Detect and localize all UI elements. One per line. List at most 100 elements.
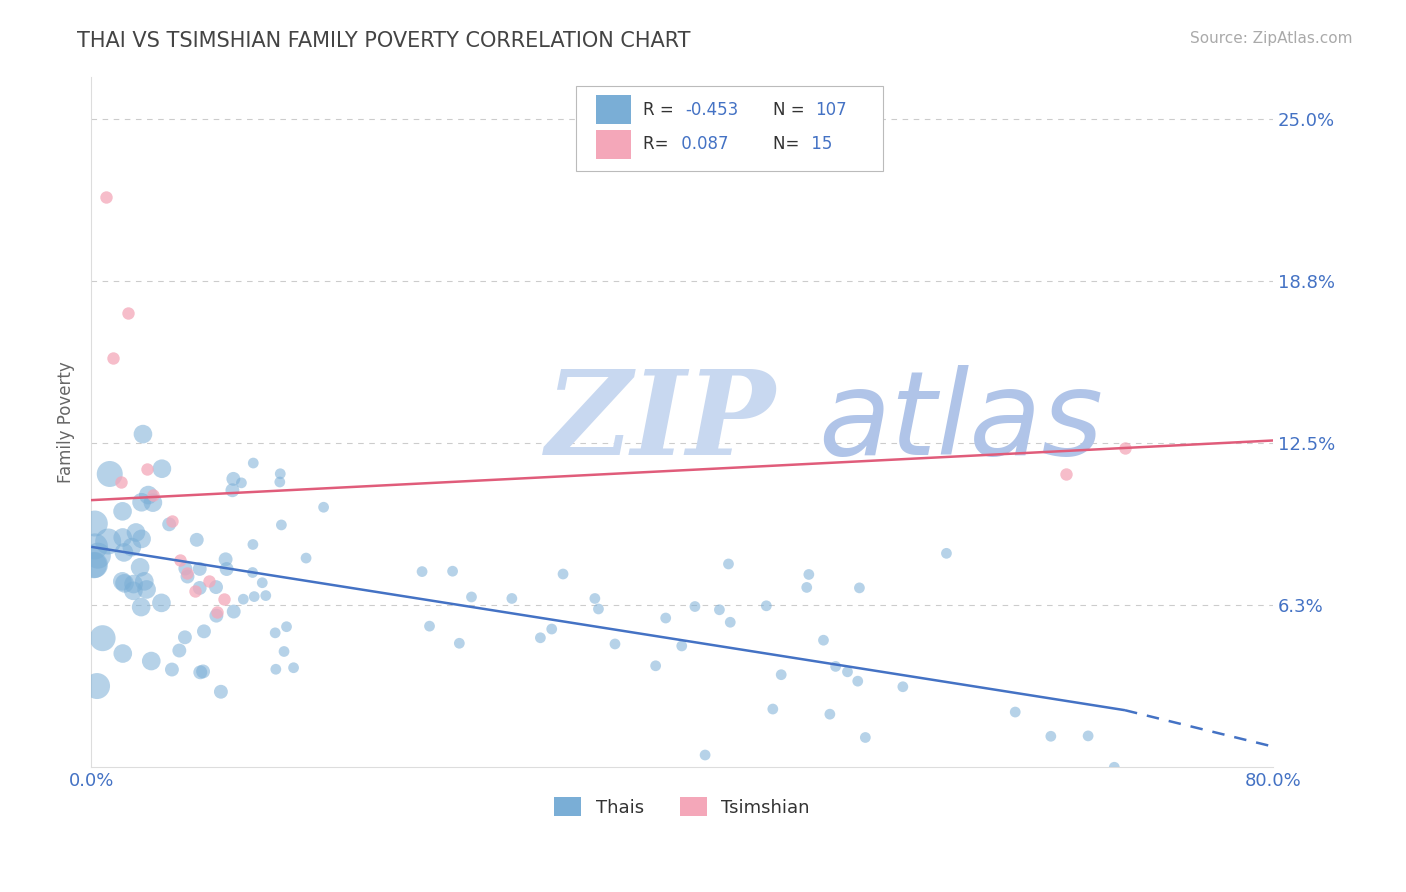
Point [150, 596, 173, 610]
Point [1039, 729, 1062, 743]
Point [157, 517, 180, 532]
Point [214, 552, 236, 566]
Point [209, 685, 232, 699]
Point [176, 569, 198, 583]
Point [654, 611, 676, 625]
Point [183, 583, 205, 598]
Point [205, 605, 228, 619]
Point [762, 702, 785, 716]
Point [125, 525, 148, 540]
Text: THAI VS TSIMSHIAN FAMILY POVERTY CORRELATION CHART: THAI VS TSIMSHIAN FAMILY POVERTY CORRELA… [77, 31, 690, 51]
Point [588, 602, 610, 616]
Point [837, 665, 859, 679]
Point [129, 600, 152, 615]
Text: 15: 15 [806, 136, 832, 153]
Point [1077, 729, 1099, 743]
Text: N =: N = [773, 101, 810, 119]
Point [270, 517, 292, 532]
Point [441, 564, 464, 578]
Point [242, 456, 264, 470]
Point [111, 531, 134, 545]
Point [176, 566, 198, 580]
Text: 0.087: 0.087 [676, 136, 728, 153]
Point [169, 553, 191, 567]
Point [1104, 760, 1126, 774]
Point [188, 562, 211, 576]
Point [312, 500, 335, 515]
Text: atlas: atlas [818, 366, 1102, 479]
Point [1114, 442, 1136, 456]
Point [269, 467, 291, 481]
Point [122, 577, 145, 591]
Point [83, 516, 105, 531]
Point [97, 534, 120, 549]
Point [232, 592, 254, 607]
Text: 107: 107 [815, 101, 846, 119]
Point [188, 665, 211, 680]
Point [198, 574, 221, 588]
Point [129, 560, 152, 574]
Point [215, 562, 238, 576]
Point [162, 514, 184, 528]
Point [243, 590, 266, 604]
Point [242, 537, 264, 551]
Point [83, 558, 105, 573]
Point [644, 658, 666, 673]
Point [540, 622, 562, 636]
Point [122, 583, 145, 598]
Point [103, 351, 125, 365]
Point [755, 599, 778, 613]
Point [222, 605, 245, 619]
Text: R=: R= [643, 136, 673, 153]
Point [242, 566, 264, 580]
Point [418, 619, 440, 633]
Text: N=: N= [773, 136, 804, 153]
Point [191, 665, 214, 679]
Point [295, 551, 318, 566]
Point [212, 591, 235, 606]
Point [135, 582, 157, 597]
Point [205, 608, 228, 623]
Text: R =: R = [643, 101, 679, 119]
Point [269, 475, 291, 489]
Point [111, 504, 134, 518]
Text: ZIP: ZIP [546, 365, 776, 480]
Point [848, 581, 870, 595]
Point [132, 427, 155, 442]
Text: -0.453: -0.453 [686, 101, 738, 119]
Y-axis label: Family Poverty: Family Poverty [58, 361, 75, 483]
Point [264, 662, 287, 676]
Point [1054, 467, 1077, 482]
Point [1004, 705, 1026, 719]
Point [87, 549, 110, 563]
Point [718, 615, 741, 630]
Text: Source: ZipAtlas.com: Source: ZipAtlas.com [1189, 31, 1353, 46]
Point [112, 545, 135, 559]
Point [449, 636, 471, 650]
Point [160, 663, 183, 677]
Point [117, 306, 139, 320]
Point [188, 581, 211, 595]
Point [411, 565, 433, 579]
Point [818, 707, 841, 722]
Point [254, 589, 277, 603]
Point [98, 467, 121, 481]
Point [797, 567, 820, 582]
Point [891, 680, 914, 694]
Point [174, 561, 197, 575]
Point [603, 637, 626, 651]
Point [121, 540, 143, 554]
Point [824, 659, 846, 673]
Point [84, 558, 107, 572]
Point [276, 620, 298, 634]
Point [583, 591, 606, 606]
Point [174, 630, 197, 644]
Point [846, 674, 869, 689]
Point [205, 580, 228, 594]
Point [142, 495, 165, 509]
Point [111, 647, 134, 661]
Point [142, 488, 165, 502]
Point [136, 462, 159, 476]
Point [131, 495, 153, 509]
Point [110, 475, 132, 489]
